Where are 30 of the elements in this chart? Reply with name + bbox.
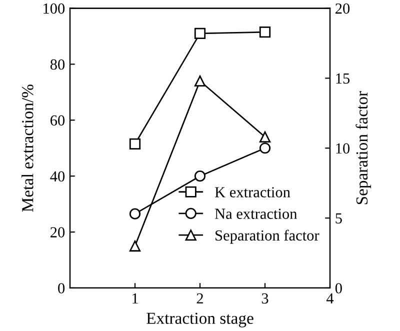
point [129, 240, 141, 252]
y-tick-label: 80 [50, 59, 65, 70]
x-tick-label: 4 [326, 293, 334, 304]
y2-tick-label: 15 [336, 73, 350, 84]
point [194, 28, 206, 40]
y2-tick-label: 20 [336, 3, 350, 14]
y-tick-label: 60 [50, 115, 65, 126]
x-axis-title: Extraction stage [146, 312, 254, 328]
point [259, 142, 271, 154]
x-tick-label: 3 [262, 293, 268, 304]
x-tick-label: 1 [132, 293, 138, 304]
y-tick-label: 20 [50, 227, 65, 238]
point [129, 208, 141, 220]
legend-label: K extraction [214, 187, 290, 198]
legend-label: Na extraction [214, 208, 298, 219]
y-axis-title: Metal extraction/% [22, 84, 34, 212]
point [259, 26, 271, 38]
point [129, 138, 141, 150]
y-tick-label: 40 [50, 171, 65, 182]
y2-tick-label: 5 [336, 213, 342, 224]
y2-tick-label: 0 [335, 283, 342, 294]
y-tick-label: 100 [44, 3, 65, 14]
y2-tick-label: 10 [336, 143, 350, 154]
point [259, 131, 271, 142]
legend-label: Separation factor [216, 230, 320, 244]
y2-axis-title: Separation factor [356, 91, 371, 204]
x-tick-label: 2 [196, 293, 203, 304]
y-tick-label: 0 [58, 283, 65, 294]
point [194, 75, 206, 87]
point [194, 170, 206, 182]
